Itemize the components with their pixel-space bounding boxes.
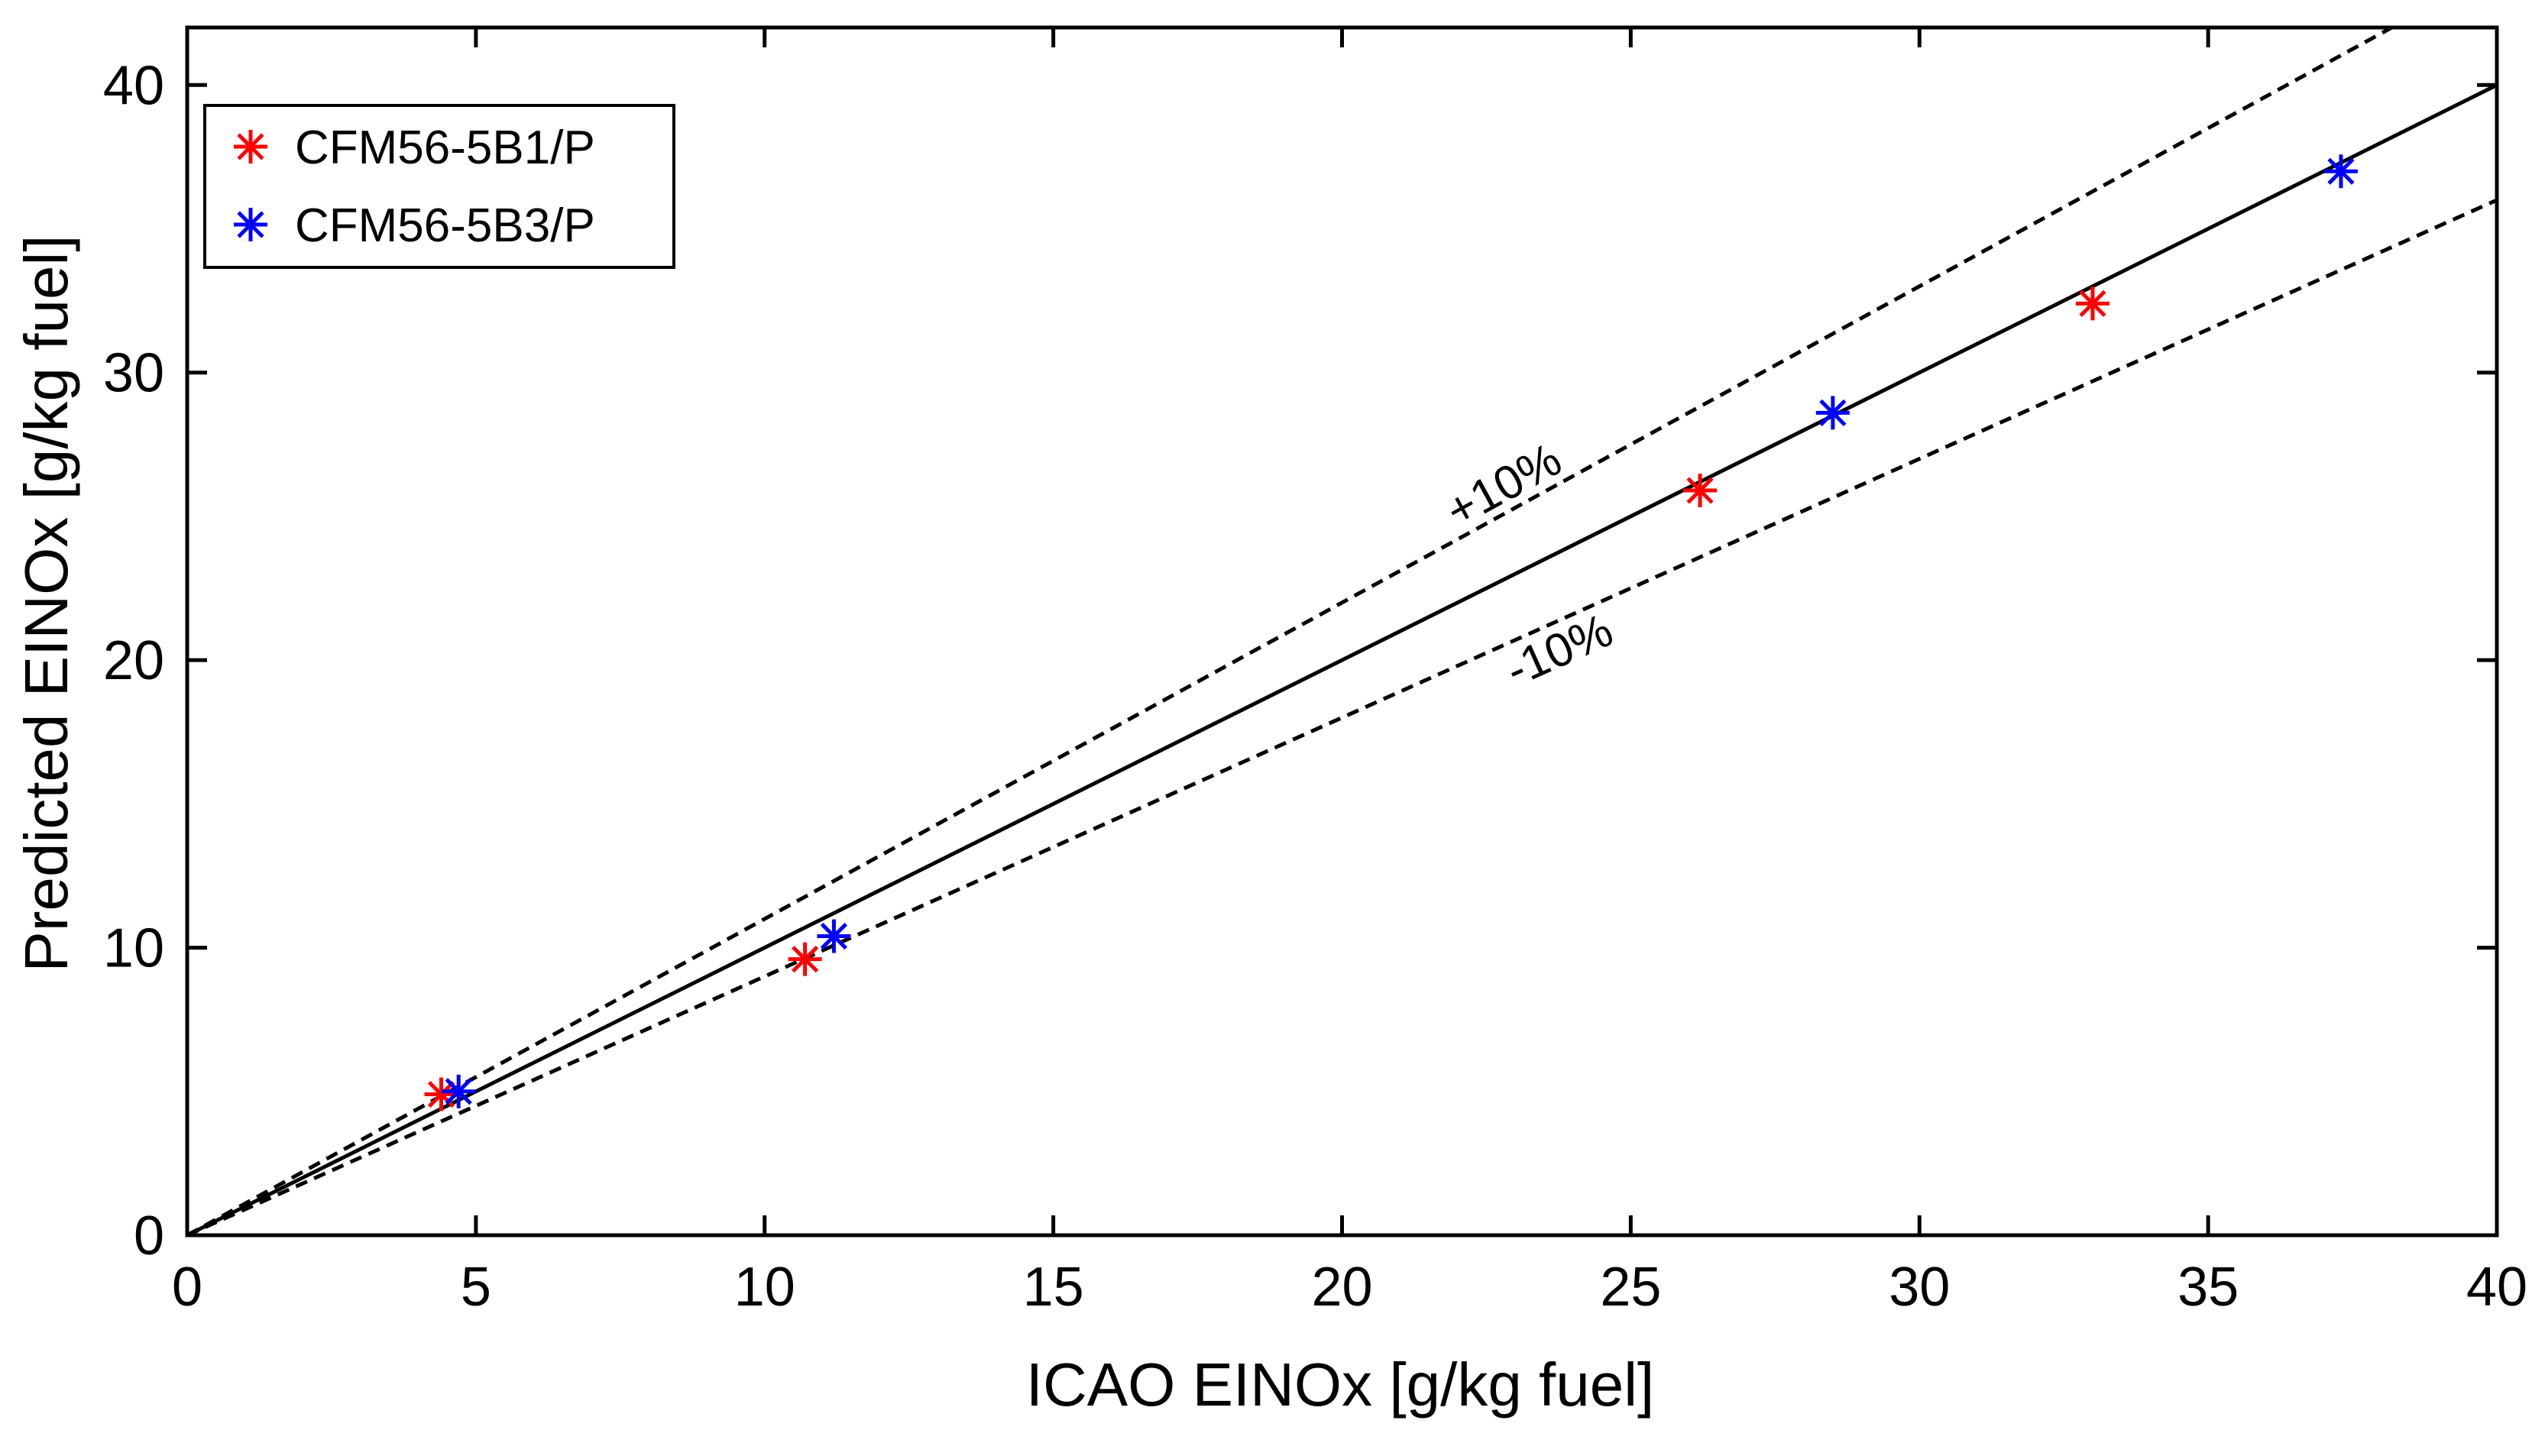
legend-marker-0 [234,130,267,163]
data-point-cfm56-5b3-p-2 [1815,396,1850,430]
data-point-cfm56-5b3-p-1 [817,919,851,953]
x-axis-label: ICAO EINOx [g/kg fuel] [1026,1351,1655,1419]
reference-line-minus-10 [187,198,2497,1235]
axes: 0 5 10 15 20 25 30 35 40 0 10 20 30 40 [103,25,2527,1318]
x-tick-label: 20 [1311,1257,1372,1318]
y-tick-label: 20 [103,630,164,691]
marker-stroke-d2 [427,1080,455,1108]
marker-stroke-d2 [237,133,264,160]
x-tick-label: 0 [172,1257,202,1318]
reference-line-identity [187,83,2497,1235]
data-point-cfm56-5b3-p-0 [442,1074,476,1108]
data-point-cfm56-5b1-p-1 [788,942,822,976]
x-tick-label: 10 [734,1257,795,1318]
marker-stroke-d2 [445,1078,472,1105]
legend-label: CFM56-5B3/P [295,199,595,252]
x-tick-label: 15 [1023,1257,1084,1318]
y-axis-label: Predicted EINOx [g/kg fuel] [12,235,80,972]
data-point-cfm56-5b3-p-3 [2323,154,2358,189]
marker-stroke-d2 [1686,477,1714,504]
y-tick-label: 0 [134,1205,164,1267]
data-point-cfm56-5b1-p-2 [1683,474,1718,508]
y-tick-label: 30 [103,343,164,404]
x-tick-label: 5 [461,1257,491,1318]
x-tick-label: 40 [2466,1257,2527,1318]
annotation-minus-10: -10% [1498,603,1621,697]
x-tick-label: 30 [1889,1257,1950,1318]
marker-stroke-d2 [2327,157,2355,185]
data-points [424,154,2358,1111]
data-point-cfm56-5b1-p-3 [2075,286,2110,321]
legend: CFM56-5B1/P CFM56-5B3/P [203,104,675,269]
y-tick-label: 40 [103,55,164,116]
legend-marker-1 [234,208,267,241]
marker-stroke-d2 [2079,290,2106,317]
marker-stroke-d2 [792,946,819,973]
x-tick-label: 25 [1600,1257,1661,1318]
marker-stroke-d2 [1819,399,1847,427]
reference-line-plus-10 [187,28,2396,1235]
marker-stroke-d2 [820,922,848,950]
x-tick-label: 35 [2177,1257,2239,1318]
reference-lines [187,28,2497,1235]
legend-label: CFM56-5B1/P [295,121,595,174]
marker-stroke-d2 [237,211,264,238]
annotation-plus-10: +10% [1437,433,1570,539]
legend-box [203,104,675,269]
y-tick-label: 10 [103,918,164,979]
